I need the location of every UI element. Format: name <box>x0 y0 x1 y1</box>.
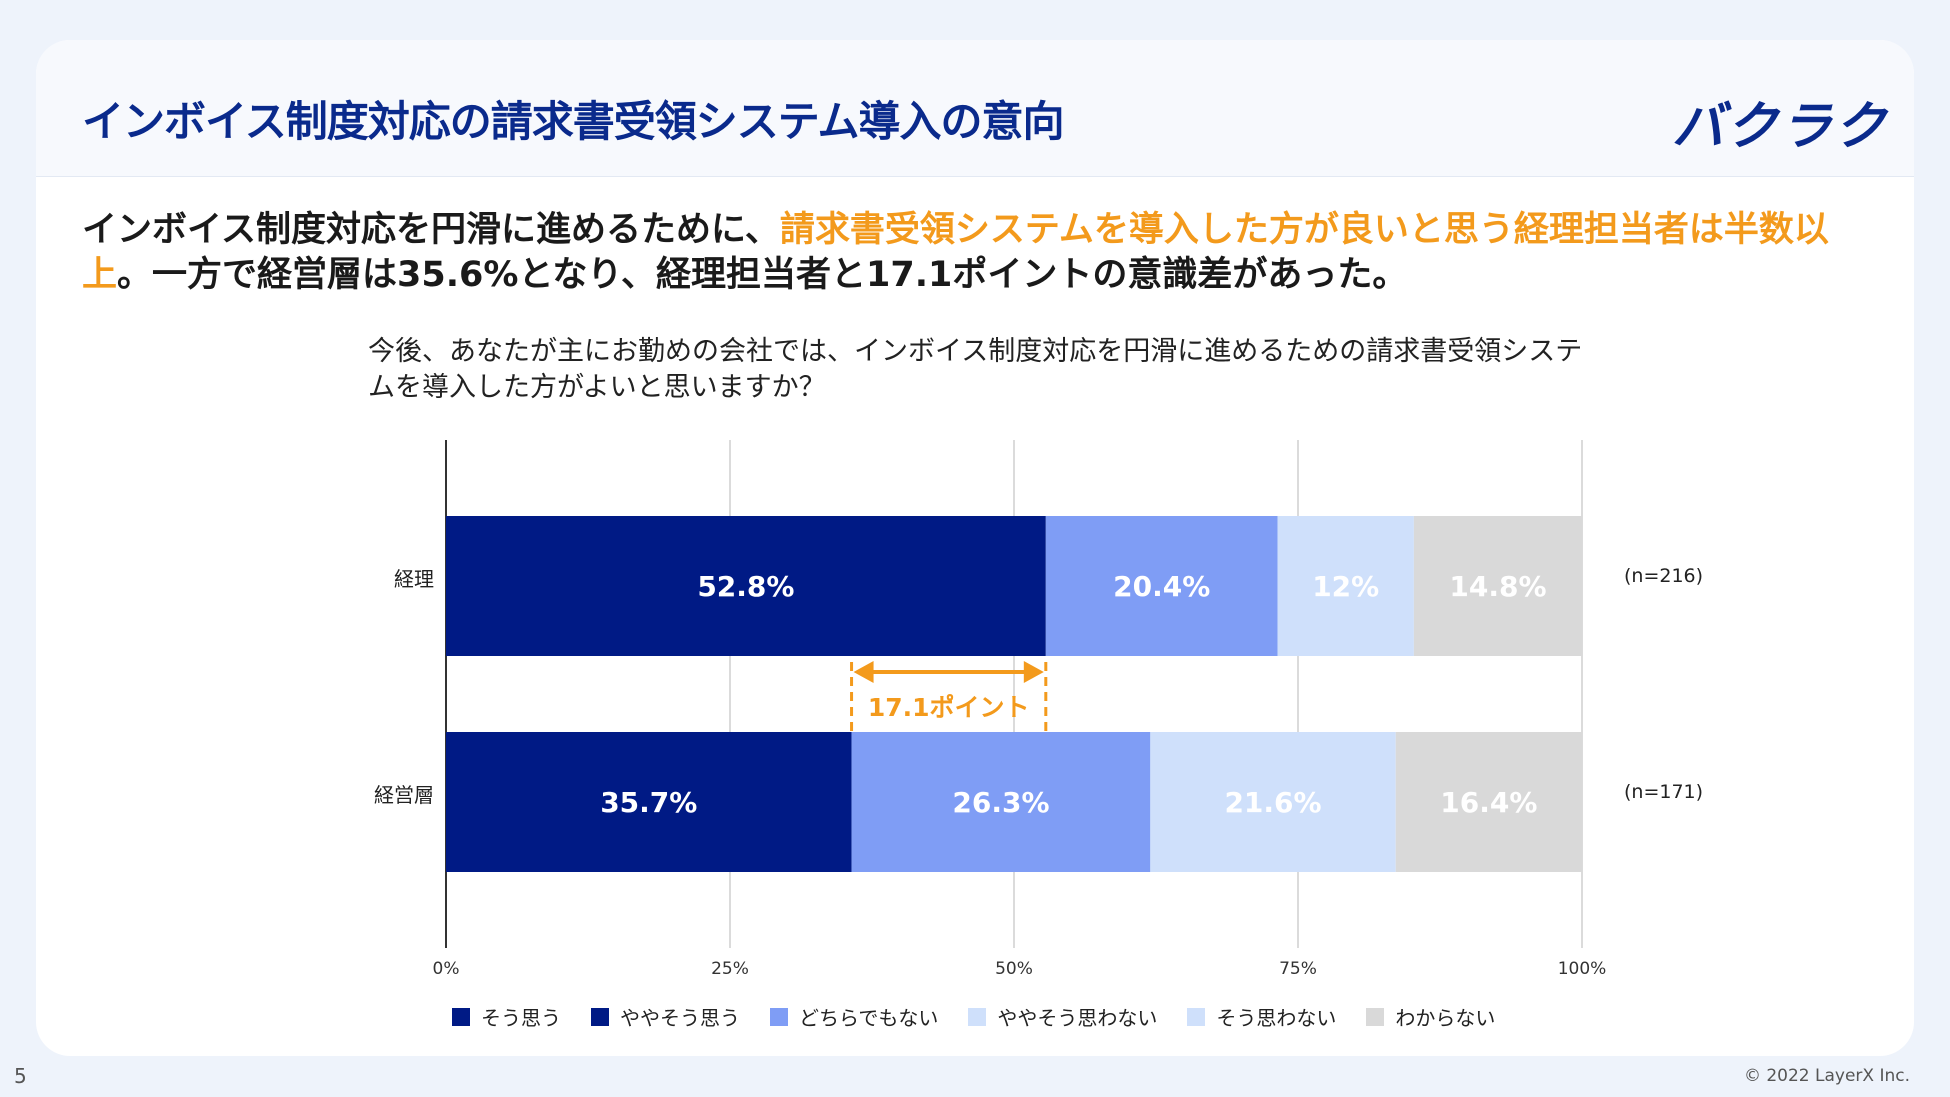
chart-question: 今後、あなたが主にお勤めの会社では、インボイス制度対応を円滑に進めるための請求書… <box>368 336 1583 403</box>
category-label: 経理 <box>394 567 434 591</box>
x-tick-label: 25% <box>711 959 749 979</box>
page-number: 5 <box>14 1064 27 1088</box>
legend-swatch <box>591 1007 609 1026</box>
page-title: インボイス制度対応の請求書受領システム導入の意向 <box>82 97 1064 146</box>
legend-label: どちらでもない <box>799 1006 939 1030</box>
bar-segment <box>446 516 1046 656</box>
x-tick-label: 100% <box>1558 959 1607 979</box>
x-tick-label: 0% <box>433 959 460 979</box>
x-tick-label: 50% <box>995 959 1033 979</box>
bar-segment <box>1150 732 1396 872</box>
bar-data-label: 12% <box>1312 570 1379 603</box>
bar-segment <box>851 732 1151 872</box>
legend-label: ややそう思う <box>620 1006 740 1030</box>
bar-segment <box>1413 516 1582 656</box>
legend-item: ややそう思う <box>591 1002 740 1031</box>
legend-item: そう思わない <box>1187 1002 1336 1031</box>
bar-segment <box>1395 732 1582 872</box>
annotation-arrowhead-left <box>853 661 874 683</box>
legend-label: そう思う <box>481 1006 561 1030</box>
legend-item: どちらでもない <box>770 1002 938 1031</box>
lead-text-part1: インボイス制度対応を円滑に進めるために、 <box>82 210 780 250</box>
bar-data-label: 52.8% <box>697 570 794 603</box>
lead-text-highlight: 請求書受領システムを導入した方が良いと思う経理担当者は半数以上 <box>82 210 1829 295</box>
legend-item: わからない <box>1366 1002 1495 1031</box>
bar-data-label: 21.6% <box>1224 786 1321 819</box>
legend-swatch <box>968 1007 987 1026</box>
legend-item: そう思う <box>452 1002 561 1031</box>
legend-swatch <box>1187 1007 1206 1026</box>
legend-label: わからない <box>1395 1006 1496 1030</box>
legend-label: そう思わない <box>1216 1006 1337 1030</box>
lead-text: インボイス制度対応を円滑に進めるために、請求書受領システムを導入した方が良いと思… <box>82 208 1872 298</box>
legend-swatch <box>770 1007 788 1026</box>
bar-segment <box>1045 516 1278 656</box>
bar-segment <box>1277 516 1414 656</box>
legend-item: ややそう思わない <box>968 1002 1157 1031</box>
category-label: 経営層 <box>374 783 434 807</box>
lead-text-part2: 。一方で経営層は35.6%となり、経理担当者と17.1ポイントの意識差があった。 <box>117 255 1408 295</box>
legend-label: ややそう思わない <box>997 1006 1158 1030</box>
bar-data-label: 16.4% <box>1440 786 1537 819</box>
bar-data-label: 26.3% <box>952 786 1049 819</box>
sample-size-label: (n=216) <box>1624 565 1703 587</box>
annotation-label: 17.1ポイント <box>868 693 1030 722</box>
brand-logo: バクラク <box>1672 97 1889 157</box>
bar-data-label: 14.8% <box>1449 570 1546 603</box>
bar-segment <box>446 732 852 872</box>
legend-swatch <box>1366 1007 1385 1026</box>
annotation-arrowhead-right <box>1023 661 1044 683</box>
legend-swatch <box>452 1007 470 1026</box>
bar-data-label: 20.4% <box>1113 570 1210 603</box>
chart-legend: そう思う ややそう思う どちらでもない ややそう思わない そう思わない わからない <box>452 1002 1495 1031</box>
bar-data-label: 35.7% <box>600 786 697 819</box>
copyright: © 2022 LayerX Inc. <box>1743 1066 1910 1086</box>
sample-size-label: (n=171) <box>1624 781 1703 803</box>
x-tick-label: 75% <box>1279 959 1317 979</box>
slide-header <box>36 40 1914 177</box>
